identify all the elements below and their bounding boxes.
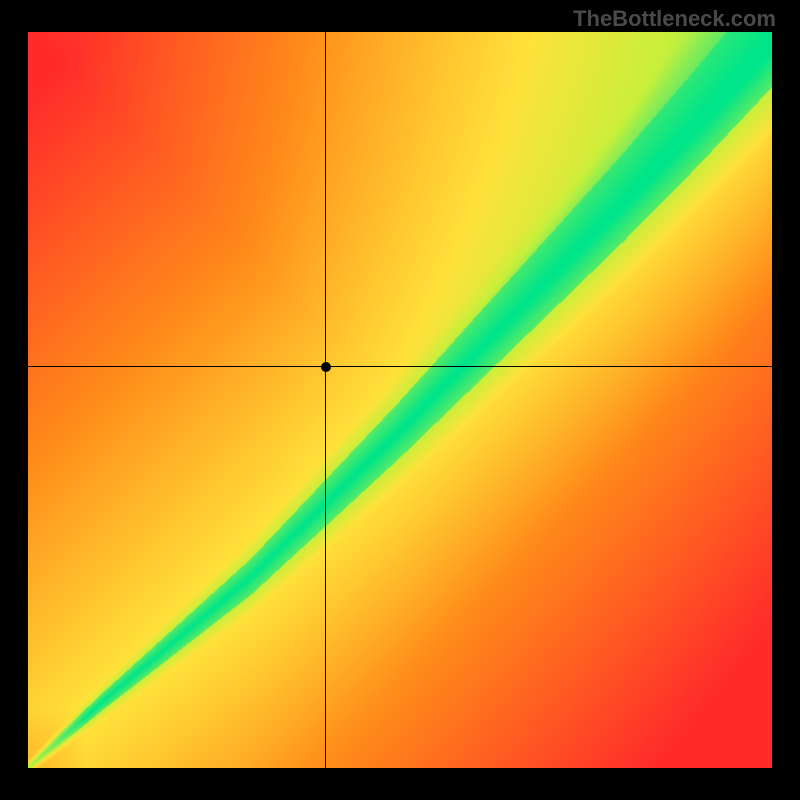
watermark-text: TheBottleneck.com [573,6,776,32]
plot-area [28,32,772,768]
crosshair-vertical [325,32,326,768]
heatmap-canvas [28,32,772,768]
crosshair-horizontal [28,366,772,367]
crosshair-marker [321,362,331,372]
